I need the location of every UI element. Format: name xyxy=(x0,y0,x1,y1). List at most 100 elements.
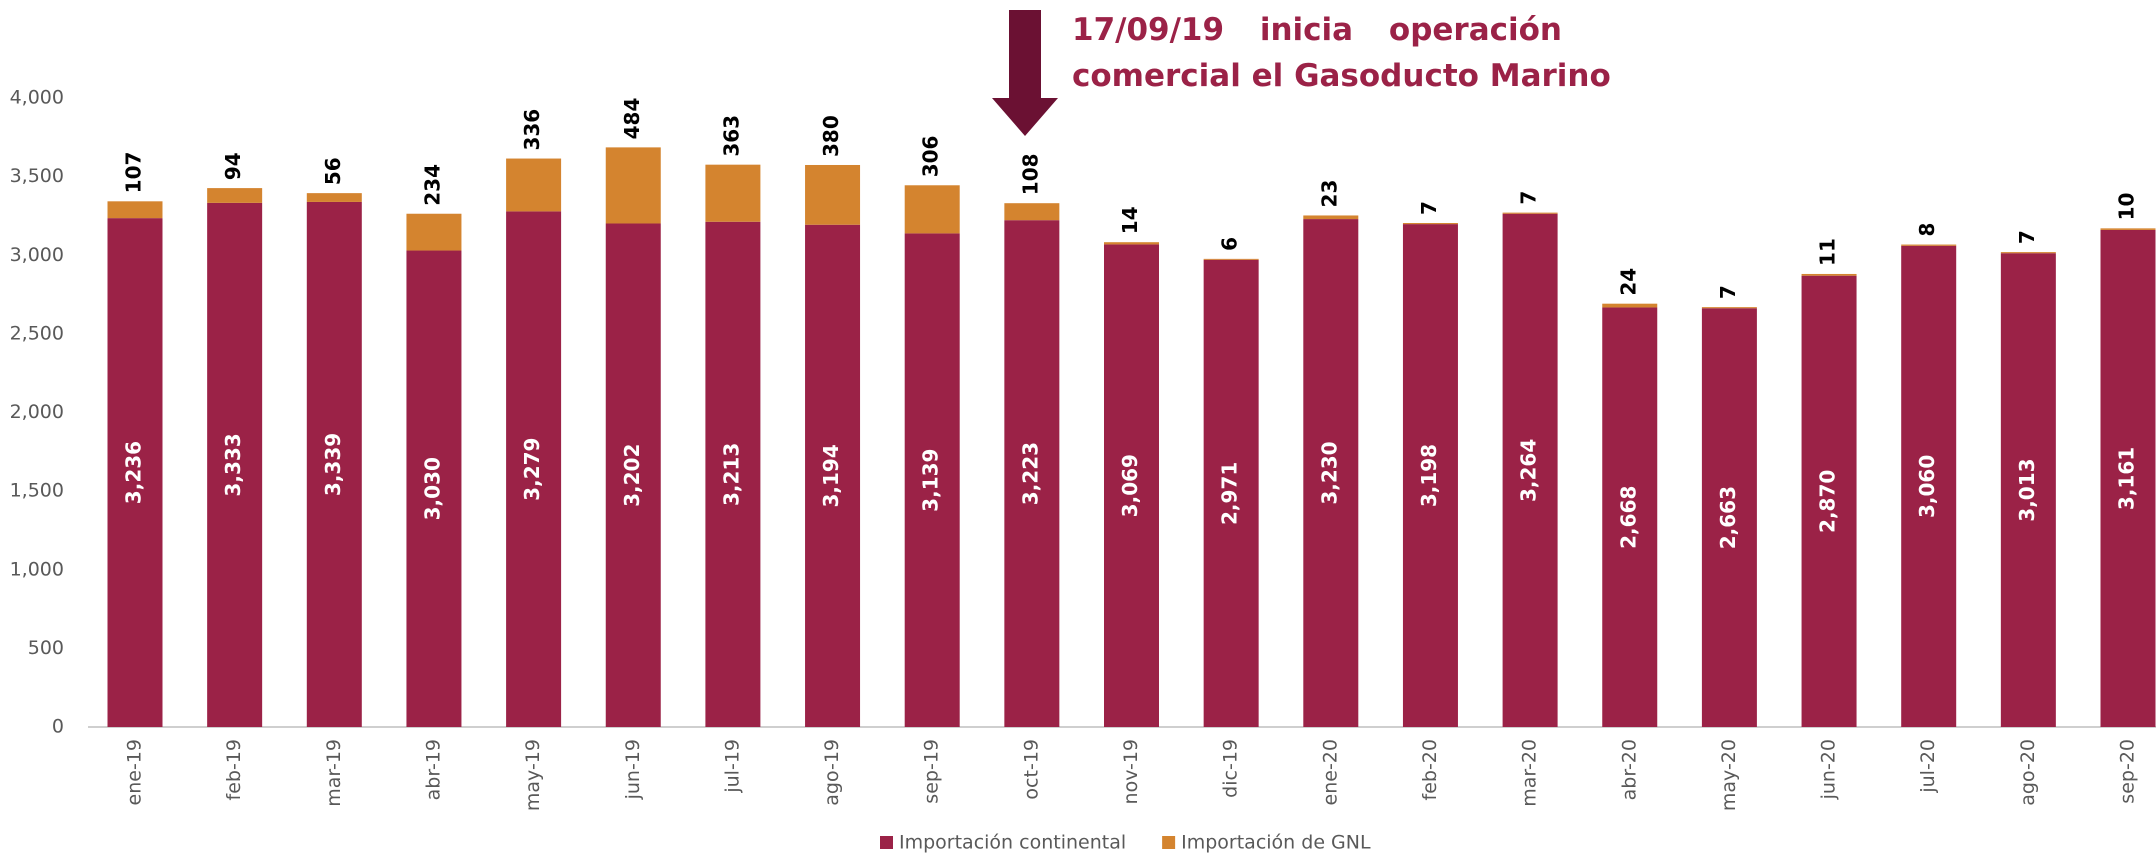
value-label: 7 xyxy=(1417,201,1441,215)
arrow xyxy=(992,10,1058,136)
bar-segment xyxy=(1402,223,1458,225)
value-label: 3,030 xyxy=(420,457,444,520)
value-label: 3,013 xyxy=(2015,458,2039,521)
value-label: 3,223 xyxy=(1018,442,1042,505)
bar-segment xyxy=(605,147,661,224)
value-label: 3,236 xyxy=(122,441,146,504)
value-label: 2,668 xyxy=(1616,486,1640,549)
value-label: 6 xyxy=(1218,237,1242,251)
value-label: 3,230 xyxy=(1317,441,1341,504)
y-tick-label: 3,500 xyxy=(10,165,64,187)
x-tick-label: sep-20 xyxy=(2117,739,2139,804)
x-tick-label: mar-20 xyxy=(1519,739,1541,807)
bar-segment xyxy=(107,201,163,219)
bar-segment xyxy=(605,223,661,727)
bar-segment xyxy=(506,158,562,212)
bar-segment xyxy=(306,193,362,202)
bar-segment xyxy=(2000,252,2056,254)
value-label: 7 xyxy=(2015,230,2039,244)
bar-segment xyxy=(406,250,462,727)
x-tick-label: feb-20 xyxy=(1419,739,1441,800)
bar-segment xyxy=(2100,229,2156,728)
value-label: 2,971 xyxy=(1218,462,1242,525)
y-tick-label: 500 xyxy=(28,637,64,659)
annotation: comercial el Gasoducto Marino xyxy=(1072,58,1611,94)
x-tick-label: oct-19 xyxy=(1020,739,1042,800)
x-tick-label: jun-20 xyxy=(1818,739,1840,800)
value-label: 3,069 xyxy=(1118,454,1142,517)
x-tick-label: jul-20 xyxy=(1917,739,1939,794)
value-label: 3,194 xyxy=(819,444,843,507)
x-tick-label: mar-19 xyxy=(323,739,345,807)
bar-segment xyxy=(1701,307,1757,309)
x-tick-label: may-20 xyxy=(1718,739,1740,811)
bar-segment xyxy=(705,221,761,728)
bar-segment xyxy=(306,201,362,727)
x-tick-label: may-19 xyxy=(522,739,544,811)
value-label: 3,213 xyxy=(719,443,743,506)
legend-swatch xyxy=(880,836,893,849)
legend-label: Importación de GNL xyxy=(1181,832,1371,854)
value-label: 107 xyxy=(122,152,146,194)
bar-segment xyxy=(406,213,462,251)
bar-segment xyxy=(1801,273,1857,276)
y-tick-label: 4,000 xyxy=(10,87,64,109)
bar-segment xyxy=(1203,258,1259,260)
value-label: 24 xyxy=(1616,268,1640,296)
value-label: 2,663 xyxy=(1716,486,1740,549)
x-tick-label: jul-19 xyxy=(721,739,743,794)
x-tick-label: abr-19 xyxy=(422,739,444,800)
value-label: 23 xyxy=(1317,180,1341,208)
bar-segment xyxy=(1602,303,1658,308)
x-tick-label: dic-19 xyxy=(1220,739,1242,798)
annotation: 17/09/19 inicia operación xyxy=(1072,12,1562,48)
value-label: 94 xyxy=(221,152,245,180)
bar-segment xyxy=(1104,242,1159,245)
bar-segment xyxy=(506,211,562,727)
x-tick-label: ene-20 xyxy=(1319,739,1341,805)
value-label: 3,202 xyxy=(620,444,644,507)
value-label: 3,060 xyxy=(1915,455,1939,518)
value-label: 234 xyxy=(420,164,444,206)
x-tick-label: abr-20 xyxy=(1618,739,1640,800)
value-label: 484 xyxy=(620,98,644,140)
x-tick-label: jun-19 xyxy=(622,739,644,800)
legend-swatch xyxy=(1162,836,1176,849)
value-label: 3,339 xyxy=(321,433,345,496)
bar-segment xyxy=(1701,308,1757,727)
value-label: 3,198 xyxy=(1417,444,1441,507)
value-label: 306 xyxy=(919,136,943,178)
value-label: 7 xyxy=(1716,285,1740,299)
bar-segment xyxy=(1004,203,1060,221)
bar-segment xyxy=(805,164,861,225)
bar-segment xyxy=(1402,224,1458,727)
value-label: 3,333 xyxy=(221,433,245,496)
y-tick-label: 3,000 xyxy=(10,244,64,266)
x-tick-label: ago-19 xyxy=(821,739,843,806)
value-label: 10 xyxy=(2115,193,2139,221)
bar-segment xyxy=(2000,253,2056,727)
value-label: 108 xyxy=(1018,153,1042,195)
value-label: 363 xyxy=(719,115,743,157)
x-tick-label: ene-19 xyxy=(124,739,146,805)
bar-segment xyxy=(705,164,761,222)
bar-segment xyxy=(1203,259,1259,727)
x-tick-label: sep-19 xyxy=(921,739,943,804)
bar-segment xyxy=(1502,213,1558,728)
value-label: 3,161 xyxy=(2115,447,2139,510)
bar-segment xyxy=(1104,244,1159,727)
value-label: 3,139 xyxy=(919,449,943,512)
x-tick-label: feb-19 xyxy=(223,739,245,800)
value-label: 11 xyxy=(1816,238,1840,266)
value-label: 2,870 xyxy=(1816,470,1840,533)
bar-segment xyxy=(1801,275,1857,727)
bar-segment xyxy=(1303,215,1359,220)
value-label: 336 xyxy=(520,109,544,151)
value-label: 3,279 xyxy=(520,438,544,501)
value-label: 8 xyxy=(1915,223,1939,237)
y-tick-label: 0 xyxy=(52,716,64,738)
bar-segment xyxy=(207,202,263,728)
bar-segment xyxy=(1901,245,1957,727)
value-label: 7 xyxy=(1517,191,1541,205)
